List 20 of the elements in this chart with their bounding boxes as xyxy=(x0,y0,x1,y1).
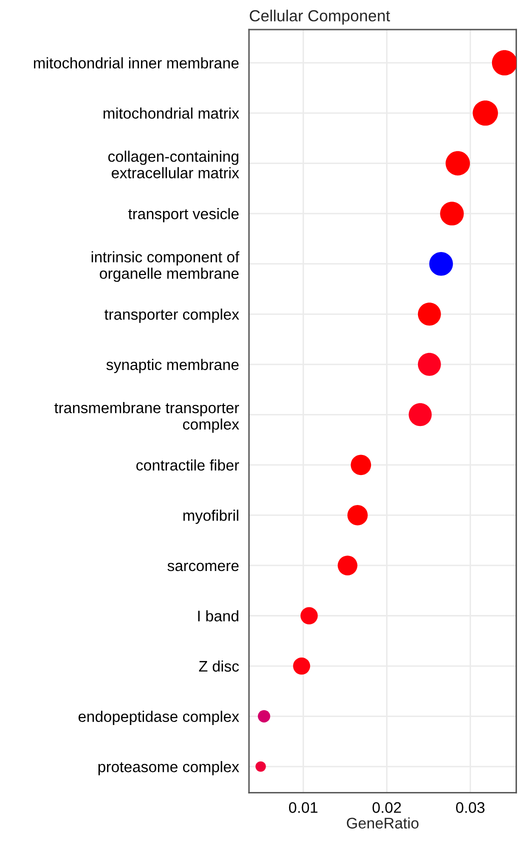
y-tick-label: collagen-containing extracellular matrix xyxy=(108,150,240,178)
y-tick-label: endopeptidase complex xyxy=(78,710,240,725)
x-tick-label: 0.02 xyxy=(372,802,401,813)
y-tick-label: myofibril xyxy=(183,510,238,524)
y-tick-label: transmembrane transporter complex xyxy=(54,402,240,433)
x-tick-label: 0.01 xyxy=(289,802,318,813)
y-tick-label: I band xyxy=(198,610,238,622)
chart-title: Cellular Component xyxy=(250,10,390,25)
y-tick-label: contractile fiber xyxy=(136,459,240,471)
y-tick-label: synaptic membrane xyxy=(106,358,239,374)
x-axis-title: GeneRatio xyxy=(346,817,419,829)
y-tick-label: proteasome complex xyxy=(98,761,240,776)
y-tick-label: transport vesicle xyxy=(128,208,239,222)
y-tick-label: Z disc xyxy=(199,660,239,672)
y-tick-label: mitochondrial matrix xyxy=(104,108,240,119)
y-tick-label: sarcomere xyxy=(168,562,239,572)
y-tick-label: transporter complex xyxy=(104,308,240,323)
x-tick-label: 0.03 xyxy=(456,802,485,813)
y-tick-label: mitochondrial inner membrane xyxy=(34,57,239,68)
y-tick-label: intrinsic component of organelle membrane xyxy=(92,251,240,282)
